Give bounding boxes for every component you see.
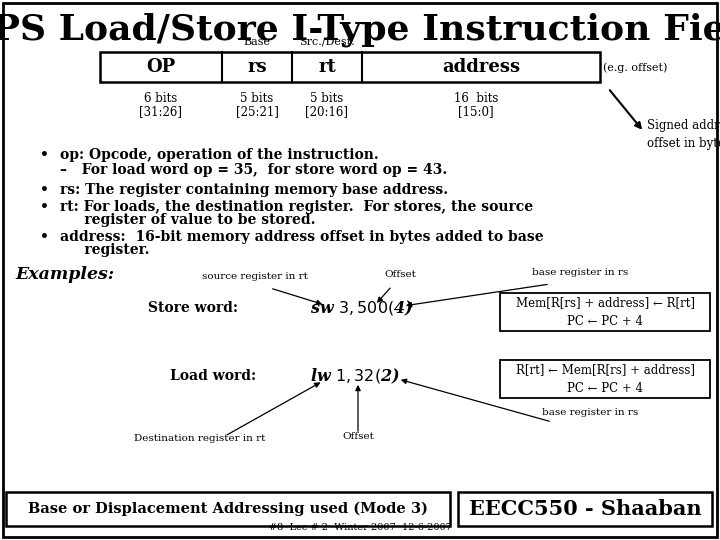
Text: Load word:: Load word: bbox=[170, 369, 256, 383]
Text: base register in rs: base register in rs bbox=[532, 268, 628, 277]
Text: Examples:: Examples: bbox=[15, 266, 114, 283]
Text: 5 bits: 5 bits bbox=[240, 92, 274, 105]
Text: 16  bits: 16 bits bbox=[454, 92, 498, 105]
Text: [15:0]: [15:0] bbox=[458, 105, 494, 118]
Text: Src./Dest.: Src./Dest. bbox=[300, 37, 355, 47]
Bar bbox=[100, 52, 600, 82]
Bar bbox=[6, 492, 450, 526]
Text: rt: rt bbox=[318, 58, 336, 76]
Text: EECC550 - Shaaban: EECC550 - Shaaban bbox=[469, 499, 701, 519]
Text: Base: Base bbox=[243, 37, 271, 47]
Text: source register in rt: source register in rt bbox=[202, 272, 308, 281]
Text: address:  16-bit memory address offset in bytes added to base: address: 16-bit memory address offset in… bbox=[60, 230, 544, 244]
Text: Base or Displacement Addressing used (Mode 3): Base or Displacement Addressing used (Mo… bbox=[28, 502, 428, 516]
Text: Signed address
offset in bytes: Signed address offset in bytes bbox=[647, 119, 720, 150]
Bar bbox=[500, 293, 710, 331]
Text: rt: For loads, the destination register.  For stores, the source: rt: For loads, the destination register.… bbox=[60, 200, 533, 214]
Text: op: Opcode, operation of the instruction.: op: Opcode, operation of the instruction… bbox=[60, 148, 379, 162]
Bar bbox=[458, 492, 712, 526]
Text: base register in rs: base register in rs bbox=[542, 408, 638, 417]
Text: #8  Lec # 2  Winter 2007  12-6-2007: #8 Lec # 2 Winter 2007 12-6-2007 bbox=[269, 523, 451, 532]
Text: Mem[R[rs] + address] ← R[rt]
PC ← PC + 4: Mem[R[rs] + address] ← R[rt] PC ← PC + 4 bbox=[516, 296, 695, 328]
Text: Store word:: Store word: bbox=[148, 301, 238, 315]
Text: 6 bits: 6 bits bbox=[145, 92, 178, 105]
Text: R[rt] ← Mem[R[rs] + address]
PC ← PC + 4: R[rt] ← Mem[R[rs] + address] PC ← PC + 4 bbox=[516, 363, 695, 395]
Text: –   For load word op = 35,  for store word op = 43.: – For load word op = 35, for store word … bbox=[60, 163, 447, 177]
Text: register of value to be stored.: register of value to be stored. bbox=[60, 213, 315, 227]
Text: rs: The register containing memory base address.: rs: The register containing memory base … bbox=[60, 183, 448, 197]
Bar bbox=[500, 360, 710, 398]
Text: Offset: Offset bbox=[342, 432, 374, 441]
Text: •: • bbox=[40, 200, 49, 214]
Text: •: • bbox=[40, 148, 49, 162]
Text: •: • bbox=[40, 183, 49, 197]
Text: (e.g. offset): (e.g. offset) bbox=[603, 63, 667, 73]
Text: •: • bbox=[40, 230, 49, 244]
Text: address: address bbox=[442, 58, 520, 76]
Text: [20:16]: [20:16] bbox=[305, 105, 348, 118]
Text: [25:21]: [25:21] bbox=[235, 105, 279, 118]
Text: [31:26]: [31:26] bbox=[140, 105, 182, 118]
Text: MIPS Load/Store I-Type Instruction Fields: MIPS Load/Store I-Type Instruction Field… bbox=[0, 13, 720, 47]
Text: sw $3, 500($4): sw $3, 500($4) bbox=[310, 299, 413, 318]
Text: OP: OP bbox=[146, 58, 176, 76]
Text: register.: register. bbox=[60, 243, 150, 257]
Text: Destination register in rt: Destination register in rt bbox=[135, 434, 266, 443]
Text: 5 bits: 5 bits bbox=[310, 92, 343, 105]
Text: Offset: Offset bbox=[384, 270, 416, 279]
Text: rs: rs bbox=[247, 58, 267, 76]
Text: lw $1, 32($2): lw $1, 32($2) bbox=[310, 366, 400, 386]
